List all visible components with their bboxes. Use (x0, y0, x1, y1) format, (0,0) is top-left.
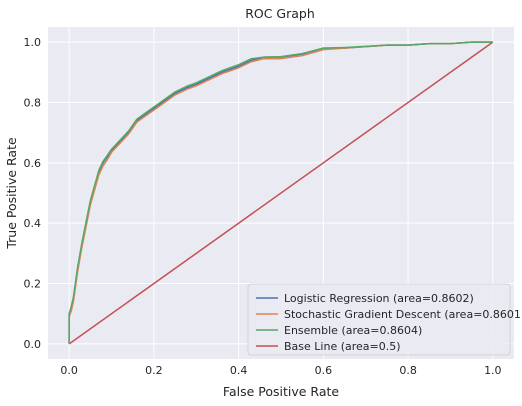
y-tick-label: 0.8 (24, 96, 42, 109)
series-line-3 (68, 41, 494, 345)
legend-entry-2: Ensemble (area=0.8604) (284, 324, 422, 337)
x-tick-label: 0.8 (399, 364, 417, 377)
y-tick-label: 0.0 (24, 338, 42, 351)
legend-entry-3: Base Line (area=0.5) (284, 340, 401, 353)
x-tick-label: 0.0 (60, 364, 78, 377)
x-axis-label: False Positive Rate (223, 384, 339, 399)
y-tick-label: 1.0 (24, 36, 42, 49)
x-tick-label: 0.6 (315, 364, 333, 377)
series-line-2 (68, 41, 493, 344)
legend-entry-1: Stochastic Gradient Descent (area=0.8601… (284, 308, 522, 321)
grid (48, 27, 514, 359)
series-group (68, 41, 494, 345)
x-tick-label: 0.4 (230, 364, 248, 377)
y-tick-label: 0.4 (24, 217, 42, 230)
legend-entry-0: Logistic Regression (area=0.8602) (284, 292, 474, 305)
y-tick-label: 0.2 (24, 278, 42, 291)
y-tick-labels: 0.0 0.2 0.4 0.6 0.8 1.0 (24, 36, 42, 351)
legend: Logistic Regression (area=0.8602) Stochas… (247, 283, 522, 356)
chart-title: ROC Graph (245, 6, 315, 21)
x-tick-label: 1.0 (484, 364, 502, 377)
y-axis-label: True Positive Rate (4, 137, 19, 250)
legend-box (247, 283, 511, 356)
y-tick-label: 0.6 (24, 157, 42, 170)
x-tick-label: 0.2 (145, 364, 163, 377)
x-tick-labels: 0.0 0.2 0.4 0.6 0.8 1.0 (60, 364, 501, 377)
